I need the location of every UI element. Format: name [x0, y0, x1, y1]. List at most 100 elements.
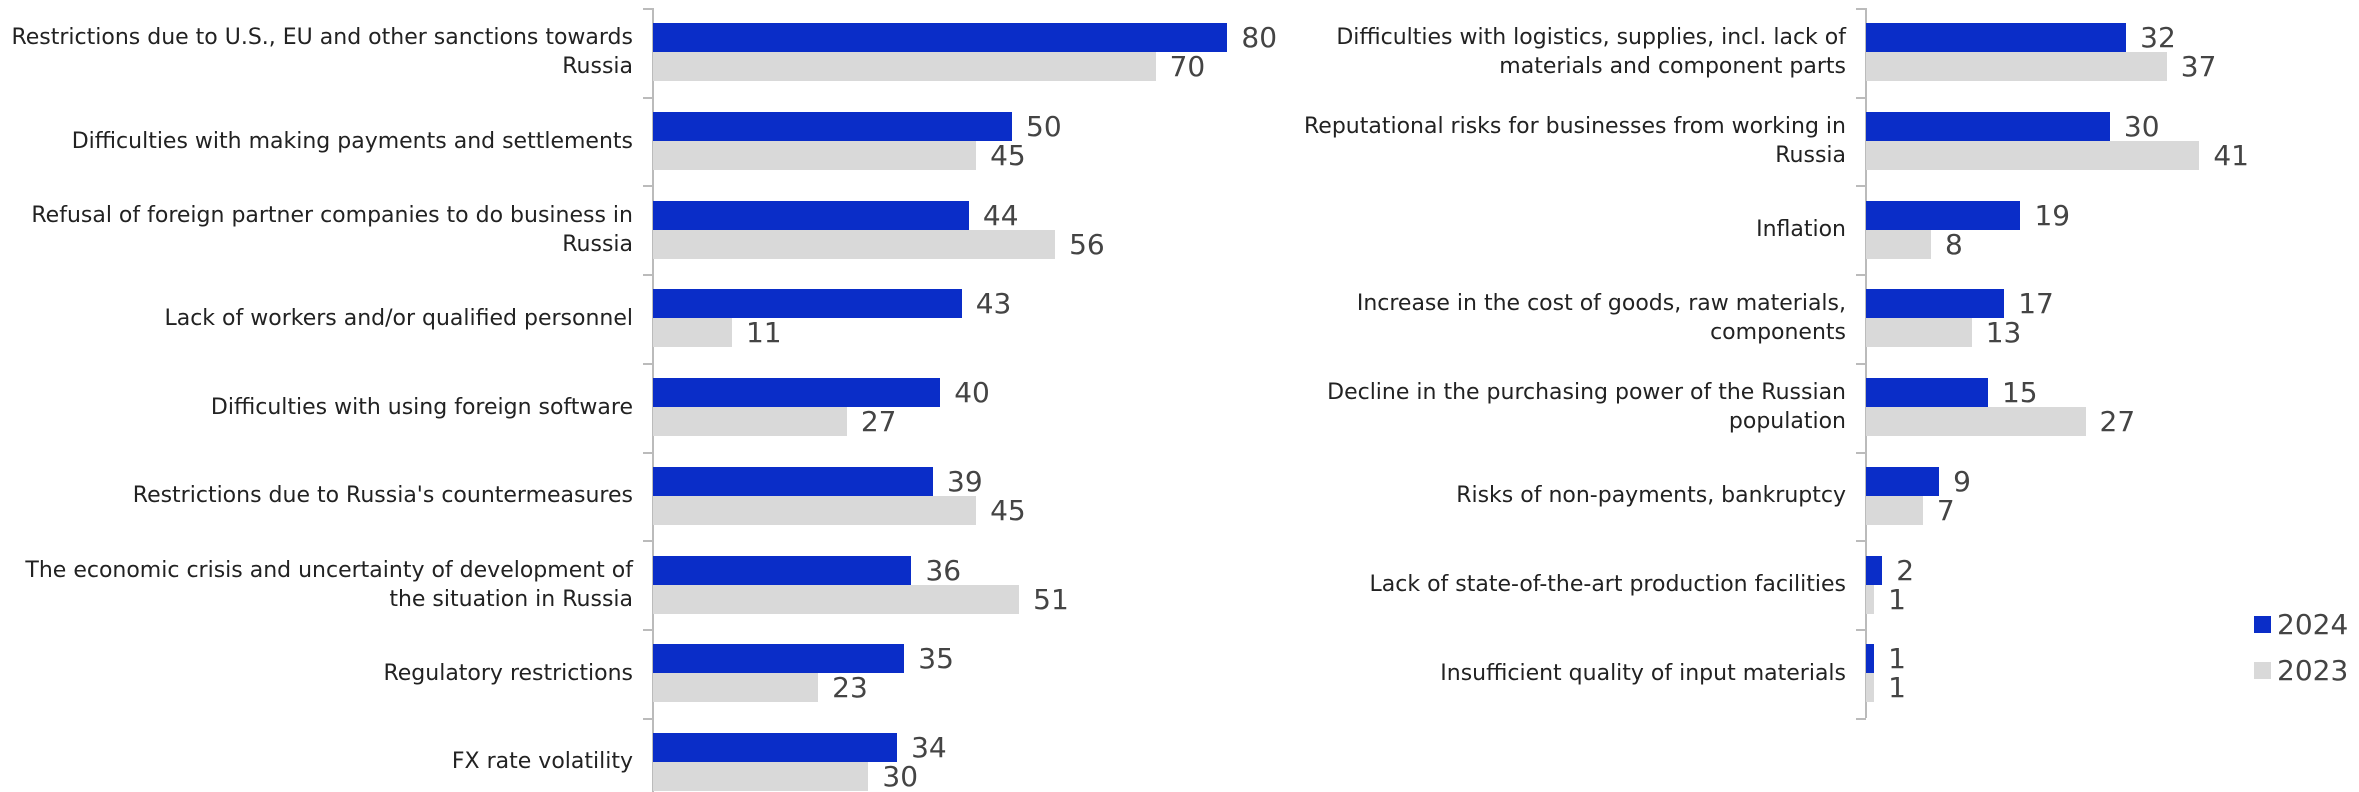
- bar: [653, 318, 732, 348]
- bar: [1866, 466, 1940, 496]
- bar: [1866, 141, 2200, 171]
- tick-mark: [643, 185, 653, 188]
- bar: [1866, 200, 2021, 230]
- bar: [1866, 584, 1875, 614]
- bar: [653, 200, 969, 230]
- bar: [1866, 644, 1875, 674]
- bar: [653, 644, 905, 674]
- category-label: Regulatory restrictions: [383, 660, 633, 686]
- value-label: 80: [1241, 21, 1278, 55]
- bar: [1866, 112, 2110, 142]
- value-label: 70: [1169, 50, 1206, 84]
- value-label: 30: [2123, 110, 2160, 144]
- value-label: 44: [982, 198, 1019, 232]
- bar: [653, 761, 869, 791]
- value-label: 32: [2140, 21, 2176, 55]
- value-label: 11: [745, 316, 782, 350]
- value-label: 1: [1888, 642, 1906, 676]
- value-label: 15: [2001, 376, 2038, 410]
- value-label: 35: [918, 642, 954, 676]
- category-label: Increase in the cost of goods, raw mater…: [1356, 291, 1846, 346]
- value-label: 39: [947, 464, 983, 498]
- bar: [653, 466, 934, 496]
- value-label: 23: [832, 671, 868, 705]
- value-label: 37: [2180, 50, 2217, 84]
- category-label: Lack of state-of-the-art production faci…: [1369, 572, 1847, 598]
- category-label: Difficulties with using foreign software: [210, 394, 633, 420]
- category-label: Difficulties with logistics, supplies, i…: [1336, 25, 1846, 80]
- tick-mark: [643, 717, 653, 720]
- bar: [653, 141, 977, 171]
- bar: [1866, 23, 2127, 53]
- category-label: FX rate volatility: [451, 749, 633, 775]
- value-label: 40: [954, 376, 990, 410]
- value-label: 41: [2213, 139, 2249, 173]
- value-label: 36: [925, 553, 962, 587]
- bar: [653, 112, 1012, 142]
- value-label: 51: [1033, 582, 1069, 616]
- tick-mark: [1856, 362, 1866, 365]
- tick-mark: [643, 362, 653, 365]
- value-label: 1: [1888, 671, 1906, 705]
- category-label: Inflation: [1756, 217, 1846, 243]
- value-label: 27: [860, 405, 897, 439]
- tick-mark: [1856, 540, 1866, 543]
- tick-mark: [1856, 274, 1866, 277]
- value-label: 1: [1888, 582, 1906, 616]
- bar: [1866, 229, 1932, 259]
- tick-mark: [643, 451, 653, 454]
- category-label: Restrictions due to Russia's countermeas…: [132, 483, 633, 509]
- value-label: 8: [1945, 227, 1963, 261]
- value-label: 19: [2034, 198, 2071, 232]
- bar: [653, 229, 1056, 259]
- tick-mark: [1856, 96, 1866, 99]
- tick-mark: [643, 540, 653, 543]
- tick-mark: [1856, 628, 1866, 631]
- bar: [1866, 289, 2005, 319]
- bar: [653, 52, 1156, 82]
- category-label: Lack of workers and/or qualified personn…: [164, 305, 633, 331]
- category-label: Decline in the purchasing power of the R…: [1327, 380, 1846, 435]
- tick-mark: [643, 274, 653, 277]
- category-label: Reputational risks for businesses from w…: [1303, 114, 1846, 169]
- value-label: 56: [1069, 227, 1105, 261]
- tick-mark: [643, 628, 653, 631]
- bar: [1866, 673, 1875, 703]
- bar: [653, 673, 819, 703]
- value-label: 7: [1936, 493, 1955, 527]
- tick-mark: [1856, 8, 1866, 10]
- legend-swatch: [2254, 616, 2271, 633]
- category-label: The economic crisis and uncertainty of d…: [25, 557, 633, 612]
- value-label: 27: [2099, 405, 2136, 439]
- bar: [653, 407, 847, 437]
- value-label: 34: [911, 730, 947, 764]
- tick-mark: [643, 8, 653, 10]
- category-label: Difficulties with making payments and se…: [71, 128, 633, 154]
- category-label: Risks of non-payments, bankruptcy: [1456, 483, 1846, 509]
- legend-label: 2023: [2277, 654, 2349, 687]
- value-label: 45: [990, 493, 1026, 527]
- axis-line: [1865, 8, 1867, 718]
- value-label: 43: [975, 287, 1012, 321]
- bar: [1866, 495, 1923, 525]
- tick-mark: [1856, 451, 1866, 454]
- value-label: 2: [1896, 553, 1915, 587]
- bar: [1866, 378, 1988, 408]
- legend-label: 2024: [2277, 608, 2349, 641]
- category-label: Refusal of foreign partner companies to …: [31, 202, 633, 257]
- value-label: 17: [2018, 287, 2054, 321]
- bar: [653, 584, 1020, 614]
- bar: [1866, 52, 2167, 82]
- value-label: 13: [1985, 316, 2022, 350]
- value-label: 50: [1026, 110, 1062, 144]
- value-label: 9: [1953, 464, 1971, 498]
- tick-mark: [1856, 717, 1866, 720]
- legend-swatch: [2254, 662, 2271, 679]
- category-label: Insufficient quality of input materials: [1440, 660, 1846, 686]
- bar: [1866, 407, 2086, 437]
- tick-mark: [643, 96, 653, 99]
- value-label: 45: [990, 139, 1026, 173]
- tick-mark: [1856, 185, 1866, 188]
- bar: [653, 495, 977, 525]
- value-label: 30: [882, 759, 919, 792]
